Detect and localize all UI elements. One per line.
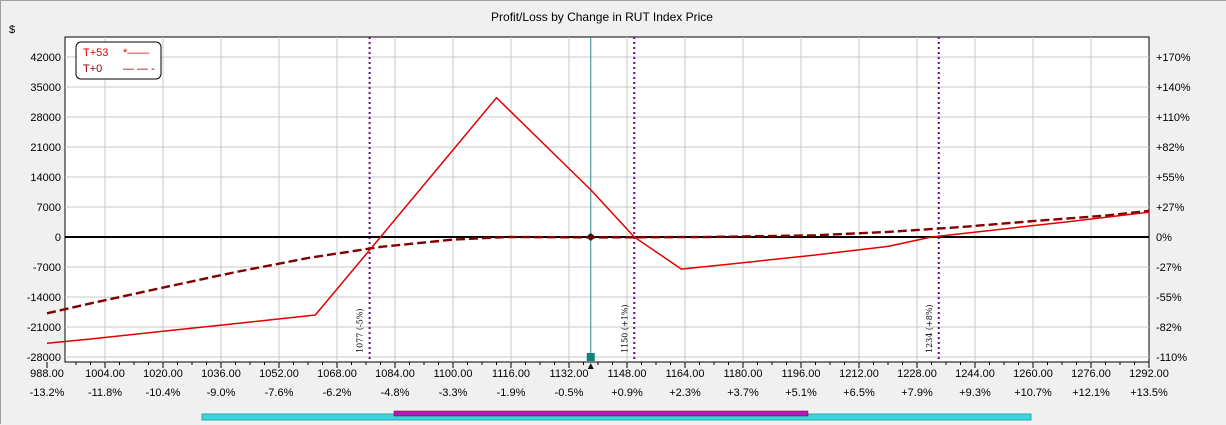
series-line-t53 <box>46 96 1150 345</box>
y-right-tick-label: -110% <box>1156 352 1187 364</box>
y-tick-label: 0 <box>55 232 61 244</box>
series-line-t0 <box>46 209 1150 315</box>
x-pct-tick-label: -1.9% <box>497 387 526 399</box>
y-right-tick-label: +110% <box>1156 112 1190 124</box>
x-pct-tick-label: +6.5% <box>843 387 875 399</box>
y-right-tick-label: +170% <box>1156 52 1191 64</box>
x-tick-label: 1292.00 <box>1129 368 1169 380</box>
y-tick-label: -7000 <box>33 262 61 274</box>
y-tick-label: 28000 <box>30 112 61 124</box>
legend-label-t53: T+53 <box>83 47 108 59</box>
x-pct-tick-label: +10.7% <box>1014 387 1052 399</box>
legend: T+53 *—— T+0 — — - <box>75 41 162 80</box>
x-pct-tick-label: -10.4% <box>146 387 181 399</box>
x-tick-label: 988.00 <box>30 368 64 380</box>
y-right-tick-label: +55% <box>1156 172 1185 184</box>
y-right-tick-label: +82% <box>1156 142 1185 154</box>
x-pct-tick-label: -3.3% <box>439 387 468 399</box>
x-tick-label: 1228.00 <box>897 368 937 380</box>
y-tick-label: 35000 <box>30 82 61 94</box>
x-pct-tick-label: -7.6% <box>265 387 294 399</box>
y-right-tick-label: +27% <box>1156 202 1185 214</box>
x-pct-tick-label: -13.2% <box>30 387 65 399</box>
range-scrollbar-thumb[interactable] <box>393 410 809 417</box>
x-pct-tick-label: +3.7% <box>727 387 759 399</box>
x-pct-tick-label: +2.3% <box>669 387 701 399</box>
legend-label-t0: T+0 <box>83 63 102 75</box>
x-tick-label: 1260.00 <box>1013 368 1053 380</box>
y-tick-label: 7000 <box>37 202 61 214</box>
x-tick-label: 1004.00 <box>85 368 125 380</box>
x-tick-label: 1148.00 <box>608 368 647 380</box>
x-pct-tick-label: +9.3% <box>959 387 991 399</box>
x-tick-label: 1244.00 <box>955 368 995 380</box>
x-tick-label: 1084.00 <box>375 368 415 380</box>
x-tick-label: 1068.00 <box>317 368 357 380</box>
legend-marker-t53: *—— <box>123 47 149 59</box>
chart-title: Profit/Loss by Change in RUT Index Price <box>491 10 713 24</box>
x-tick-label: 1180.00 <box>724 368 763 380</box>
x-tick-label: 1132.00 <box>550 368 589 380</box>
x-pct-tick-label: +7.9% <box>901 387 933 399</box>
x-pct-tick-label: +12.1% <box>1072 387 1110 399</box>
y-right-tick-label: -55% <box>1156 292 1182 304</box>
x-pct-tick-label: -11.8% <box>88 387 122 399</box>
legend-marker-t0: — — - <box>123 63 155 75</box>
x-tick-label: 1116.00 <box>492 368 530 380</box>
x-tick-label: 1196.00 <box>782 368 821 380</box>
x-pct-tick-label: -4.8% <box>381 387 410 399</box>
x-pct-tick-label: +0.9% <box>611 387 643 399</box>
x-tick-label: 1020.00 <box>143 368 183 380</box>
y-axis-unit-label: $ <box>9 24 15 36</box>
y-right-tick-label: -82% <box>1156 322 1182 334</box>
current-price-triangle-marker <box>587 363 594 369</box>
y-tick-label: -14000 <box>27 292 61 304</box>
y-tick-label: 42000 <box>30 52 61 64</box>
x-pct-tick-label: -9.0% <box>207 387 236 399</box>
y-tick-label: 14000 <box>30 172 61 184</box>
breakeven-marker-label: 1234 (+8%) <box>925 304 934 353</box>
y-tick-label: -28000 <box>27 352 61 364</box>
x-tick-label: 1276.00 <box>1071 368 1111 380</box>
y-right-tick-label: +140% <box>1156 82 1191 94</box>
x-pct-tick-label: +13.5% <box>1130 387 1168 399</box>
x-tick-label: 1212.00 <box>839 368 879 380</box>
current-price-square-marker[interactable] <box>586 353 595 361</box>
y-right-tick-label: 0% <box>1156 232 1172 244</box>
breakeven-marker-label: 1150 (+1%) <box>620 304 629 353</box>
x-pct-tick-label: -0.5% <box>555 387 584 399</box>
x-tick-label: 1164.00 <box>666 368 705 380</box>
x-tick-label: 1052.00 <box>259 368 299 380</box>
y-tick-label: -21000 <box>27 322 61 334</box>
breakeven-marker-label: 1077 (-5%) <box>356 308 365 353</box>
x-pct-tick-label: -6.2% <box>323 387 352 399</box>
x-pct-tick-label: +5.1% <box>785 387 817 399</box>
y-tick-label: 21000 <box>30 142 61 154</box>
x-tick-label: 1100.00 <box>434 368 473 380</box>
x-tick-label: 1036.00 <box>201 368 241 380</box>
plot-area <box>64 36 1150 363</box>
y-right-tick-label: -27% <box>1156 262 1182 274</box>
